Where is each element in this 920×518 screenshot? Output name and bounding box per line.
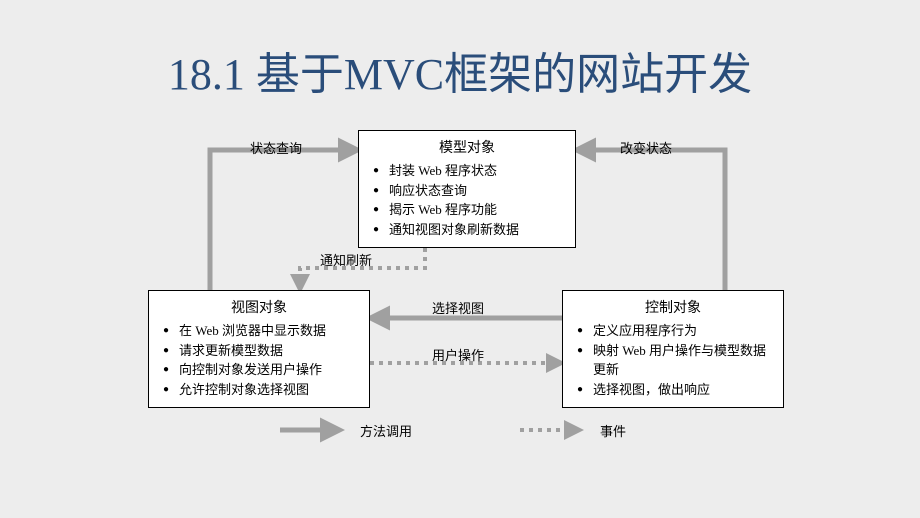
view-title: 视图对象 [159, 297, 359, 317]
list-item: 揭示 Web 程序功能 [373, 200, 565, 220]
list-item: 定义应用程序行为 [577, 321, 773, 341]
view-items: 在 Web 浏览器中显示数据 请求更新模型数据 向控制对象发送用户操作 允许控制… [159, 321, 359, 399]
page-title: 18.1 基于MVC框架的网站开发 [0, 38, 920, 102]
legend-dashed-label: 事件 [600, 421, 626, 440]
mvc-diagram: 模型对象 封装 Web 程序状态 响应状态查询 揭示 Web 程序功能 通知视图… [0, 120, 920, 518]
legend-solid-label: 方法调用 [360, 421, 412, 440]
list-item: 允许控制对象选择视图 [163, 380, 359, 400]
label-user-op: 用户操作 [432, 345, 484, 364]
list-item: 响应状态查询 [373, 181, 565, 201]
controller-items: 定义应用程序行为 映射 Web 用户操作与模型数据更新 选择视图，做出响应 [573, 321, 773, 399]
list-item: 在 Web 浏览器中显示数据 [163, 321, 359, 341]
label-state-query: 状态查询 [250, 138, 302, 157]
list-item: 选择视图，做出响应 [577, 380, 773, 400]
list-item: 通知视图对象刷新数据 [373, 220, 565, 240]
label-select-view: 选择视图 [432, 298, 484, 317]
model-box: 模型对象 封装 Web 程序状态 响应状态查询 揭示 Web 程序功能 通知视图… [358, 130, 576, 248]
model-title: 模型对象 [369, 137, 565, 157]
list-item: 请求更新模型数据 [163, 341, 359, 361]
list-item: 映射 Web 用户操作与模型数据更新 [577, 341, 773, 380]
label-change-state: 改变状态 [620, 138, 672, 157]
view-box: 视图对象 在 Web 浏览器中显示数据 请求更新模型数据 向控制对象发送用户操作… [148, 290, 370, 408]
list-item: 向控制对象发送用户操作 [163, 360, 359, 380]
list-item: 封装 Web 程序状态 [373, 161, 565, 181]
label-notify-refresh: 通知刷新 [320, 250, 372, 269]
controller-box: 控制对象 定义应用程序行为 映射 Web 用户操作与模型数据更新 选择视图，做出… [562, 290, 784, 408]
controller-title: 控制对象 [573, 297, 773, 317]
model-items: 封装 Web 程序状态 响应状态查询 揭示 Web 程序功能 通知视图对象刷新数… [369, 161, 565, 239]
